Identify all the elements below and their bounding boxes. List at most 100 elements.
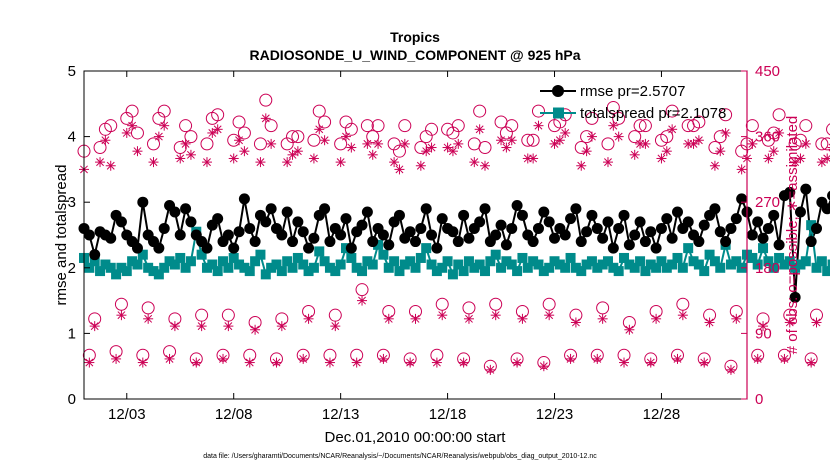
rmse-marker bbox=[474, 216, 486, 228]
obs-possible-marker bbox=[660, 130, 674, 144]
y2-tick-label: 450 bbox=[755, 63, 780, 80]
obs-assimilated-marker bbox=[159, 120, 170, 131]
obs-possible-marker bbox=[526, 133, 540, 147]
rmse-marker bbox=[153, 242, 165, 254]
obs-assimilated-marker bbox=[308, 153, 319, 164]
obs-assimilated-marker bbox=[362, 138, 373, 149]
totalspread-marker bbox=[437, 262, 448, 273]
obs-assimilated-marker bbox=[747, 138, 758, 149]
rmse-marker bbox=[757, 232, 769, 244]
obs-assimilated-marker bbox=[421, 146, 432, 157]
rmse-marker bbox=[174, 229, 186, 241]
rmse-marker bbox=[137, 196, 149, 208]
totalspread-marker bbox=[250, 256, 261, 267]
rmse-marker bbox=[201, 242, 213, 254]
rmse-marker bbox=[105, 232, 117, 244]
obs-possible-marker bbox=[157, 104, 171, 118]
obs-assimilated-marker bbox=[148, 157, 159, 168]
totalspread-marker bbox=[389, 256, 400, 267]
obs-assimilated-marker bbox=[779, 353, 790, 364]
rmse-marker bbox=[645, 226, 657, 238]
obs-assimilated-marker bbox=[560, 127, 571, 138]
totalspread-marker bbox=[538, 266, 549, 277]
rmse-marker bbox=[393, 209, 405, 221]
obs-assimilated-marker bbox=[175, 153, 186, 164]
totalspread-marker bbox=[715, 262, 726, 273]
rmse-marker bbox=[436, 213, 448, 225]
rmse-marker bbox=[287, 236, 299, 248]
obs-assimilated-marker bbox=[485, 364, 496, 375]
totalspread-marker bbox=[768, 262, 779, 273]
obs-assimilated-marker bbox=[164, 353, 175, 364]
obs-assimilated-marker bbox=[153, 131, 164, 142]
obs-assimilated-marker bbox=[389, 157, 400, 168]
totalspread-marker bbox=[89, 256, 100, 267]
totalspread-marker bbox=[581, 259, 592, 270]
obs-possible-marker bbox=[799, 119, 813, 133]
rmse-marker bbox=[821, 203, 830, 215]
rmse-marker bbox=[506, 222, 518, 234]
rmse-marker bbox=[276, 229, 288, 241]
rmse-marker bbox=[752, 216, 764, 228]
totalspread-marker bbox=[501, 256, 512, 267]
totalspread-marker bbox=[244, 266, 255, 277]
obs-assimilated-marker bbox=[447, 146, 458, 157]
obs-assimilated-marker bbox=[105, 160, 116, 171]
obs-possible-marker bbox=[638, 119, 652, 133]
rmse-marker bbox=[714, 226, 726, 238]
obs-possible-marker bbox=[334, 137, 348, 151]
plot-area bbox=[77, 93, 830, 375]
rmse-marker bbox=[789, 291, 801, 303]
rmse-marker bbox=[260, 216, 272, 228]
rmse-marker bbox=[404, 226, 416, 238]
rmse-marker bbox=[639, 236, 651, 248]
totalspread-marker bbox=[688, 256, 699, 267]
obs-assimilated-marker bbox=[201, 157, 212, 168]
obs-assimilated-marker bbox=[661, 146, 672, 157]
totalspread-marker bbox=[576, 266, 587, 277]
obs-possible-marker bbox=[772, 108, 786, 122]
obs-assimilated-marker bbox=[127, 120, 138, 131]
totalspread-marker bbox=[763, 256, 774, 267]
obs-assimilated-marker bbox=[592, 353, 603, 364]
obs-assimilated-marker bbox=[704, 317, 715, 328]
totalspread-marker bbox=[143, 262, 154, 273]
obs-assimilated-marker bbox=[180, 138, 191, 149]
obs-possible-marker bbox=[425, 122, 439, 136]
x-tick-label: 12/08 bbox=[215, 406, 253, 423]
obs-assimilated-marker bbox=[629, 149, 640, 160]
totalspread-marker bbox=[175, 252, 186, 263]
obs-assimilated-marker bbox=[725, 364, 736, 375]
y-tick-label: 1 bbox=[68, 325, 76, 342]
rmse-marker bbox=[698, 219, 710, 231]
totalspread-marker bbox=[608, 262, 619, 273]
obs-assimilated-marker bbox=[191, 357, 202, 368]
totalspread-marker bbox=[405, 256, 416, 267]
rmse-marker bbox=[335, 229, 347, 241]
totalspread-marker bbox=[640, 266, 651, 277]
rmse-marker bbox=[222, 229, 234, 241]
rmse-marker bbox=[586, 209, 598, 221]
obs-assimilated-marker bbox=[426, 142, 437, 153]
rmse-marker bbox=[811, 222, 823, 234]
totalspread-marker bbox=[560, 262, 571, 273]
obs-assimilated-marker bbox=[218, 353, 229, 364]
obs-assimilated-marker bbox=[790, 157, 801, 168]
obs-possible-marker bbox=[531, 104, 545, 118]
obs-assimilated-marker bbox=[715, 146, 726, 157]
obs-assimilated-marker bbox=[357, 295, 368, 306]
obs-possible-marker bbox=[692, 115, 706, 129]
rmse-marker bbox=[602, 216, 614, 228]
obs-assimilated-marker bbox=[570, 317, 581, 328]
rmse-marker bbox=[297, 226, 309, 238]
totalspread-marker bbox=[137, 249, 148, 260]
obs-possible-marker bbox=[628, 130, 642, 144]
rmse-marker bbox=[581, 226, 593, 238]
rmse-marker bbox=[613, 222, 625, 234]
obs-assimilated-marker bbox=[111, 353, 122, 364]
rmse-marker bbox=[511, 199, 523, 211]
rmse-marker bbox=[447, 226, 459, 238]
obs-assimilated-marker bbox=[95, 157, 106, 168]
totalspread-marker bbox=[121, 266, 132, 277]
